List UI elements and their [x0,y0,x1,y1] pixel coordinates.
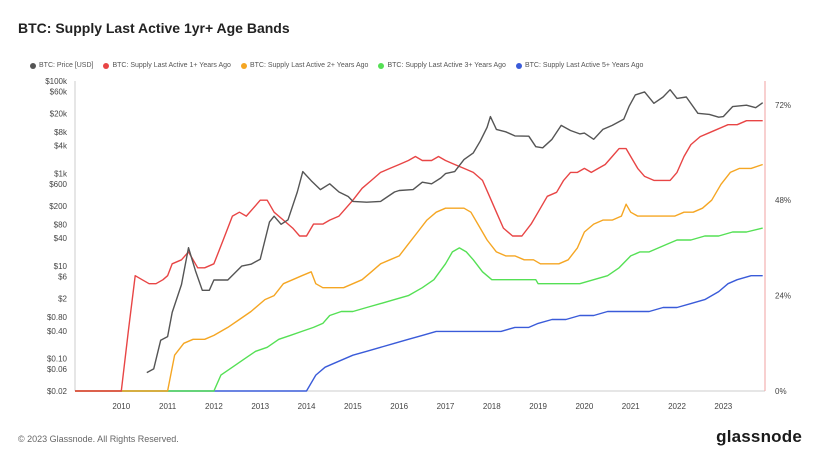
left-tick-label: $8k [54,128,68,137]
x-tick-label: 2020 [575,402,593,411]
right-tick-label: 0% [775,387,787,396]
left-tick-label: $2 [58,294,67,303]
left-tick-label: $60k [50,87,68,96]
legend-label-2y: BTC: Supply Last Active 2+ Years Ago [249,62,369,69]
left-tick-label: $4k [54,142,68,151]
left-tick-label: $0.06 [47,365,68,374]
left-tick-label: $0.02 [47,387,68,396]
series-line [146,89,764,374]
x-tick-label: 2022 [668,402,686,411]
legend-label-1y: BTC: Supply Last Active 1+ Years Ago [112,62,231,69]
left-tick-label: $10 [54,262,68,271]
left-tick-label: $200 [49,202,67,211]
legend-swatch-3y [378,62,385,69]
left-tick-label: $1k [54,170,68,179]
left-tick-label: $40 [54,234,68,243]
legend-label-price: BTC: Price [USD] [39,62,94,69]
legend-item-price[interactable]: BTC: Price [USD] [30,62,93,69]
left-tick-label: $0.10 [47,355,68,364]
x-tick-label: 2013 [251,402,269,411]
legend-swatch-5y [515,62,522,69]
x-tick-label: 2017 [437,402,455,411]
copyright-text: © 2023 Glassnode. All Rights Reserved. [18,434,179,444]
right-tick-label: 48% [775,196,791,205]
legend-item-1y[interactable]: BTC: Supply Last Active 1+ Years Ago [103,62,231,69]
legend-item-5y[interactable]: BTC: Supply Last Active 5+ Years Ago [515,62,644,69]
x-tick-label: 2011 [159,402,177,411]
series-line [75,275,763,392]
x-tick-label: 2016 [390,402,408,411]
x-tick-label: 2010 [112,402,130,411]
legend-item-3y[interactable]: BTC: Supply Last Active 3+ Years Ago [378,62,506,69]
left-tick-label: $6 [58,272,67,281]
left-tick-label: $0.80 [47,313,68,322]
legend-swatch-2y [240,62,247,69]
legend-label-5y: BTC: Supply Last Active 5+ Years Ago [524,62,644,69]
legend-swatch-price [30,62,36,69]
legend-swatch-1y [103,62,110,69]
left-tick-label: $20k [50,109,68,118]
left-tick-label: $600 [49,180,67,189]
chart-title: BTC: Supply Last Active 1yr+ Age Bands [18,20,290,36]
x-tick-label: 2021 [622,402,640,411]
left-tick-label: $0.40 [47,327,68,336]
x-tick-label: 2019 [529,402,547,411]
right-tick-label: 72% [775,101,791,110]
legend-label-3y: BTC: Supply Last Active 3+ Years Ago [387,62,506,69]
left-tick-label: $100k [45,77,68,86]
series-line [75,227,763,392]
right-tick-label: 24% [775,292,791,301]
series-line [75,120,763,392]
x-tick-label: 2015 [344,402,362,411]
x-tick-label: 2012 [205,402,223,411]
x-tick-label: 2018 [483,402,501,411]
brand-logo: glassnode [716,427,802,446]
x-tick-label: 2014 [298,402,316,411]
chart-legend: BTC: Price [USD] BTC: Supply Last Active… [30,62,643,69]
x-tick-label: 2023 [714,402,732,411]
legend-item-2y[interactable]: BTC: Supply Last Active 2+ Years Ago [240,62,369,69]
series-line [75,163,763,392]
left-tick-label: $80 [54,220,68,229]
